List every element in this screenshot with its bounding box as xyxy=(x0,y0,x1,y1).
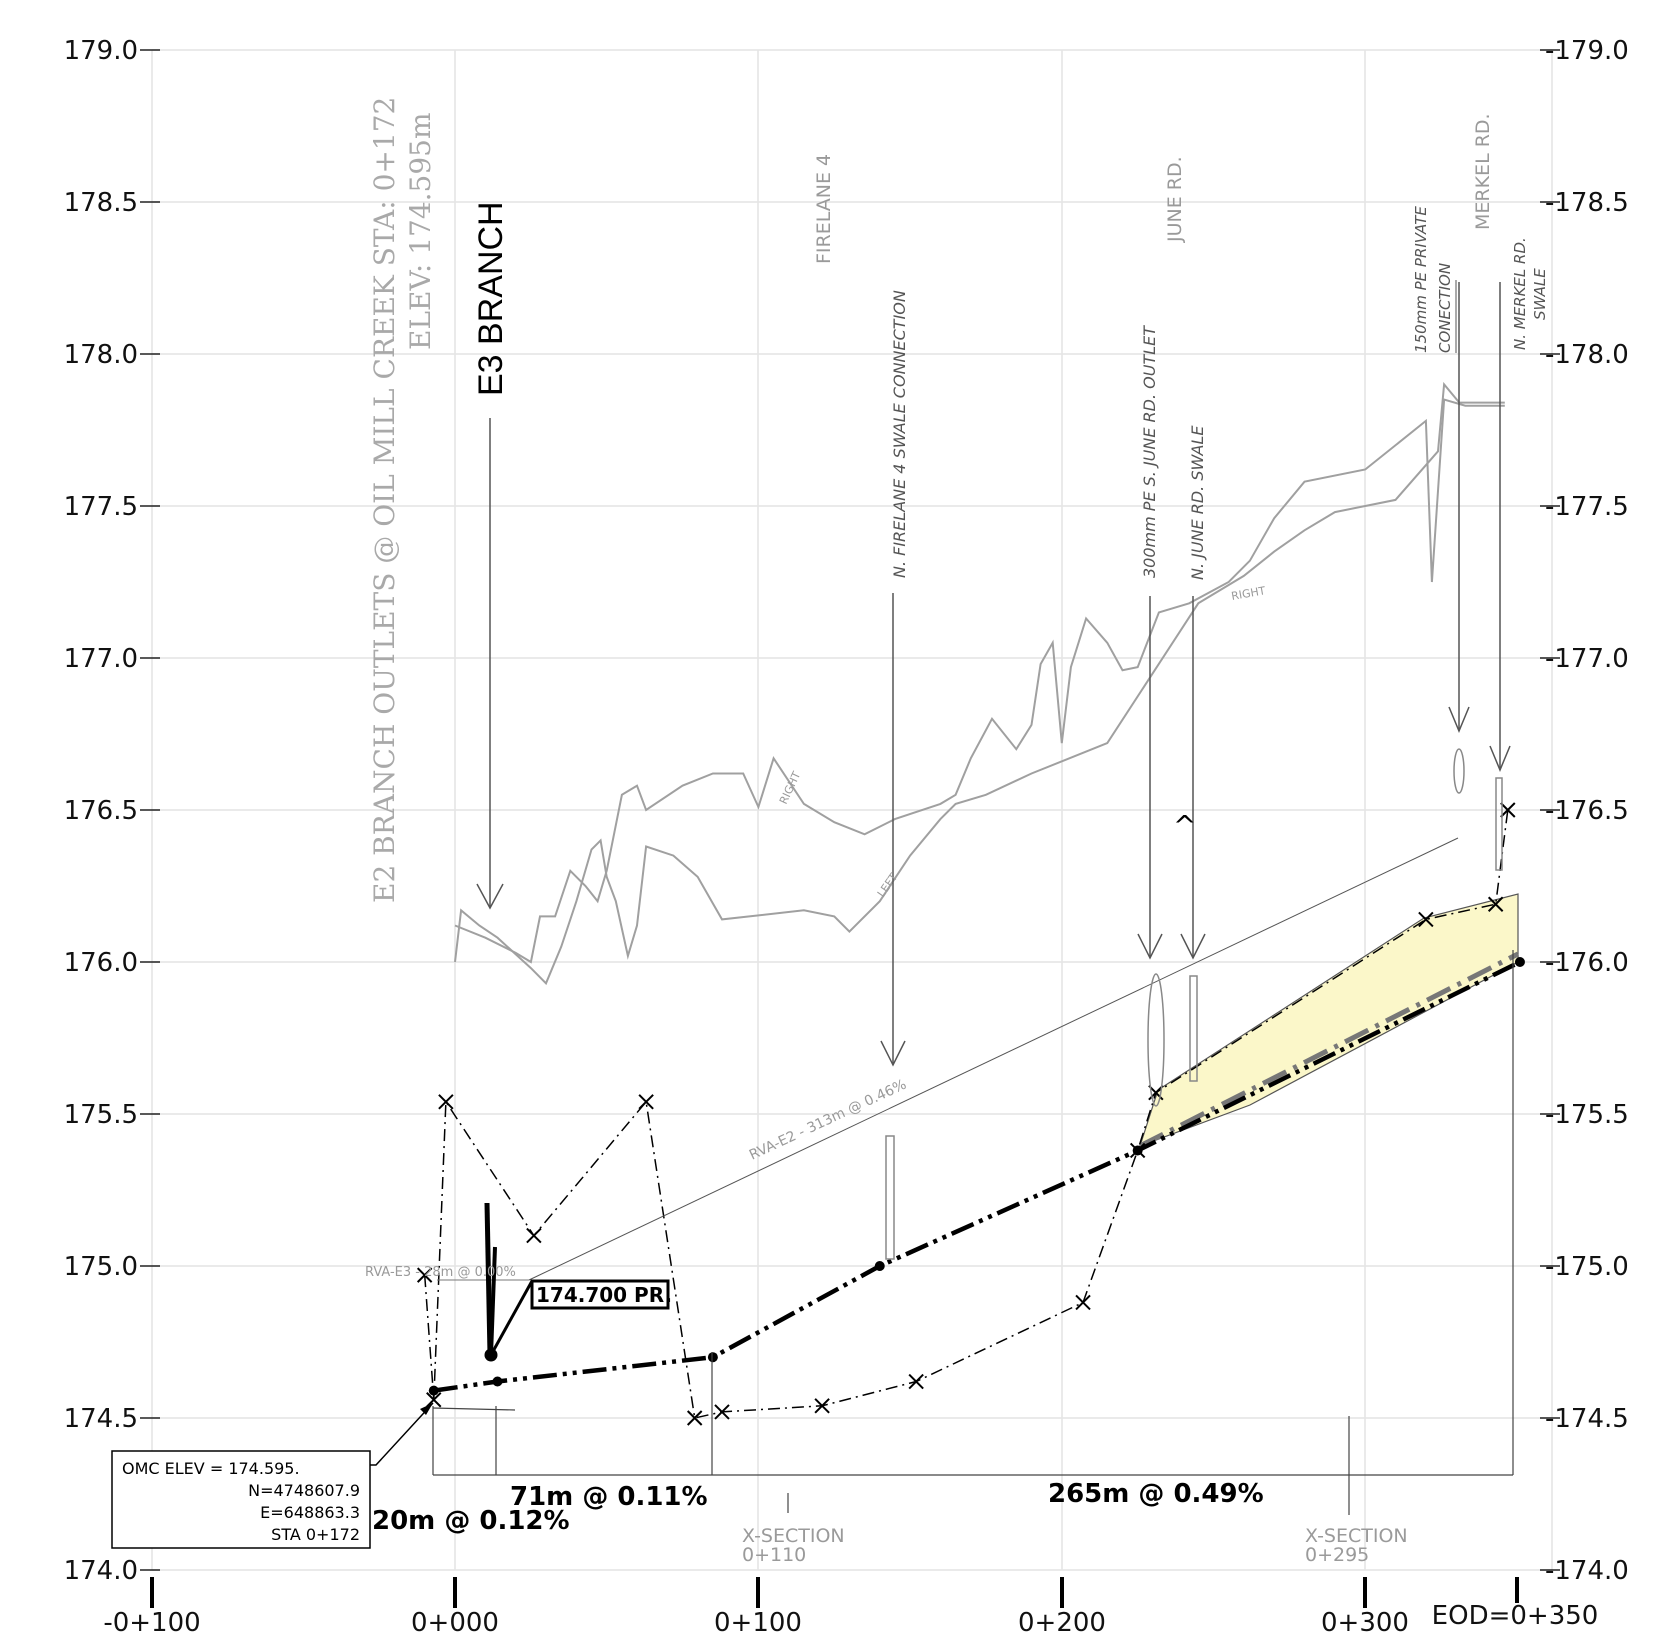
y-tick-label-right: -174.0 xyxy=(1545,1556,1629,1586)
swale-bottom-line xyxy=(1138,951,1520,1149)
invert-node-marks xyxy=(428,957,1525,1396)
rva-e2-label: RVA-E2 - 313m @ 0.46% xyxy=(747,1077,909,1164)
x-tick-label: 0+100 xyxy=(714,1608,802,1636)
y-tick-label-right: -176.0 xyxy=(1545,948,1629,978)
omc-n-text: N=4748607.9 xyxy=(248,1481,360,1500)
ditch-x-mark xyxy=(416,1267,433,1283)
y-tick-label-right: -175.5 xyxy=(1545,1100,1629,1130)
ditch-x-mark xyxy=(1487,896,1504,912)
ditch-x-mark xyxy=(686,1410,703,1426)
rva-e2-line xyxy=(528,837,1459,1281)
x-tick-label: 0+200 xyxy=(1018,1608,1106,1636)
y-tick-label-left: 179.0 xyxy=(64,36,138,66)
segment-label-265m: 265m @ 0.49% xyxy=(1048,1479,1264,1509)
merkel-swale-label-1: N. MERKEL RD. xyxy=(1511,237,1529,350)
annotation-arrows xyxy=(476,282,1511,1067)
firelane-swale-label: N. FIRELANE 4 SWALE CONNECTION xyxy=(890,290,909,578)
e3-branch-label: E3 BRANCH xyxy=(472,201,510,396)
firelane-label: FIRELANE 4 xyxy=(813,154,835,264)
y-tick-label-left: 174.5 xyxy=(64,1404,138,1434)
ditch-x-mark xyxy=(1418,911,1434,928)
invert-node xyxy=(1132,1145,1143,1156)
merkel-rd-label: MERKEL RD. xyxy=(1472,113,1494,230)
x-tick-label: -0+100 xyxy=(103,1608,200,1636)
ditch-x-mark xyxy=(426,1392,442,1408)
x-tick-label: 0+300 xyxy=(1321,1608,1409,1636)
y-tick-label-right: -176.5 xyxy=(1545,796,1629,826)
pr-label: 174.700 PR. xyxy=(536,1283,672,1307)
ground-profile-left xyxy=(454,381,1505,986)
omc-arrowhead xyxy=(420,1403,433,1415)
june-rd-label: JUNE RD. xyxy=(1164,156,1186,243)
y-tick-label-left: 177.0 xyxy=(64,644,138,674)
x-tick-label: EOD=0+350 xyxy=(1432,1601,1599,1631)
merkel-swale-label-2: SWALE xyxy=(1531,268,1549,320)
invert-node xyxy=(492,1376,503,1387)
invert-node xyxy=(707,1352,718,1363)
invert-node xyxy=(874,1261,885,1271)
y-tick-label-right: -177.0 xyxy=(1545,644,1629,674)
ditch-x-mark xyxy=(438,1094,454,1110)
y-tick-label-right: -178.5 xyxy=(1545,188,1629,218)
ditch-x-mark xyxy=(526,1227,542,1244)
structure-markers xyxy=(885,748,1503,1260)
right-tag: RIGHT xyxy=(1230,584,1266,603)
xsection-title: X-SECTION xyxy=(742,1525,845,1547)
private-conn-label-2: CONECTION xyxy=(1436,263,1454,353)
y-axis-ticks xyxy=(140,49,1560,1571)
y-tick-label-left: 174.0 xyxy=(64,1556,138,1586)
y-tick-label-right: -175.0 xyxy=(1545,1252,1629,1282)
invert-node xyxy=(1514,957,1525,967)
invert-node xyxy=(428,1385,439,1396)
ditch-x-mark xyxy=(1075,1294,1091,1311)
y-tick-label-right: -178.0 xyxy=(1545,340,1629,370)
omc-info-box xyxy=(111,1450,371,1549)
omc-sta-text: STA 0+172 xyxy=(271,1525,360,1544)
y-tick-label-left: 177.5 xyxy=(64,492,138,522)
segment-label-20m: 20m @ 0.12% xyxy=(372,1506,570,1536)
y-tick-label-left: 175.0 xyxy=(64,1252,138,1282)
grid xyxy=(151,49,1553,1571)
xsection-station: 0+110 xyxy=(742,1544,806,1566)
profile-frame xyxy=(432,950,1514,1515)
y-tick-label-left: 178.5 xyxy=(64,188,138,218)
private-conn-label-1: 150mm PE PRIVATE xyxy=(1412,206,1430,353)
x-axis-ticks xyxy=(150,1577,1519,1608)
e2-outlets-label: E2 BRANCH OUTLETS @ OIL MILL CREEK STA: … xyxy=(368,97,401,903)
xsection-station: 0+295 xyxy=(1305,1544,1369,1566)
omc-leader xyxy=(370,1402,434,1466)
caret-mark: ^ xyxy=(1173,809,1196,842)
y-tick-label-left: 176.0 xyxy=(64,948,138,978)
ditch-x-mark xyxy=(638,1094,654,1110)
y-tick-label-right: -177.5 xyxy=(1545,492,1629,522)
y-tick-label-left: 176.5 xyxy=(64,796,138,826)
pr-label-box xyxy=(530,1279,670,1310)
right-tag: RIGHT xyxy=(777,769,803,806)
e3-outlet-pipe xyxy=(484,1202,534,1362)
y-tick-label-right: -174.5 xyxy=(1545,1404,1629,1434)
rva-e3-label: RVA-E3 - 28m @ 0.00% xyxy=(365,1265,516,1280)
y-tick-label-left: 178.0 xyxy=(64,340,138,370)
y-tick-label-left: 175.5 xyxy=(64,1100,138,1130)
ditch-x-mark xyxy=(1500,802,1516,818)
ditch-x-mark xyxy=(908,1373,924,1390)
ditch-x-mark xyxy=(814,1398,830,1414)
proposed-pipe-invert xyxy=(433,959,1521,1393)
segment-label-71m: 71m @ 0.11% xyxy=(510,1482,708,1512)
june-swale-label: N. JUNE RD. SWALE xyxy=(1188,425,1207,580)
ditch-x-mark xyxy=(714,1404,730,1420)
x-tick-label: 0+000 xyxy=(411,1608,499,1636)
omc-e-text: E=648863.3 xyxy=(260,1503,360,1522)
e2-elev-label: ELEV: 174.595m xyxy=(404,112,437,350)
june-outlet-label: 300mm PE S. JUNE RD. OUTLET xyxy=(1140,325,1159,578)
y-tick-label-right: -179.0 xyxy=(1545,36,1629,66)
xsection-title: X-SECTION xyxy=(1305,1525,1408,1547)
ground-profile-right xyxy=(454,398,1505,964)
omc-elev-text: OMC ELEV = 174.595. xyxy=(122,1459,300,1478)
